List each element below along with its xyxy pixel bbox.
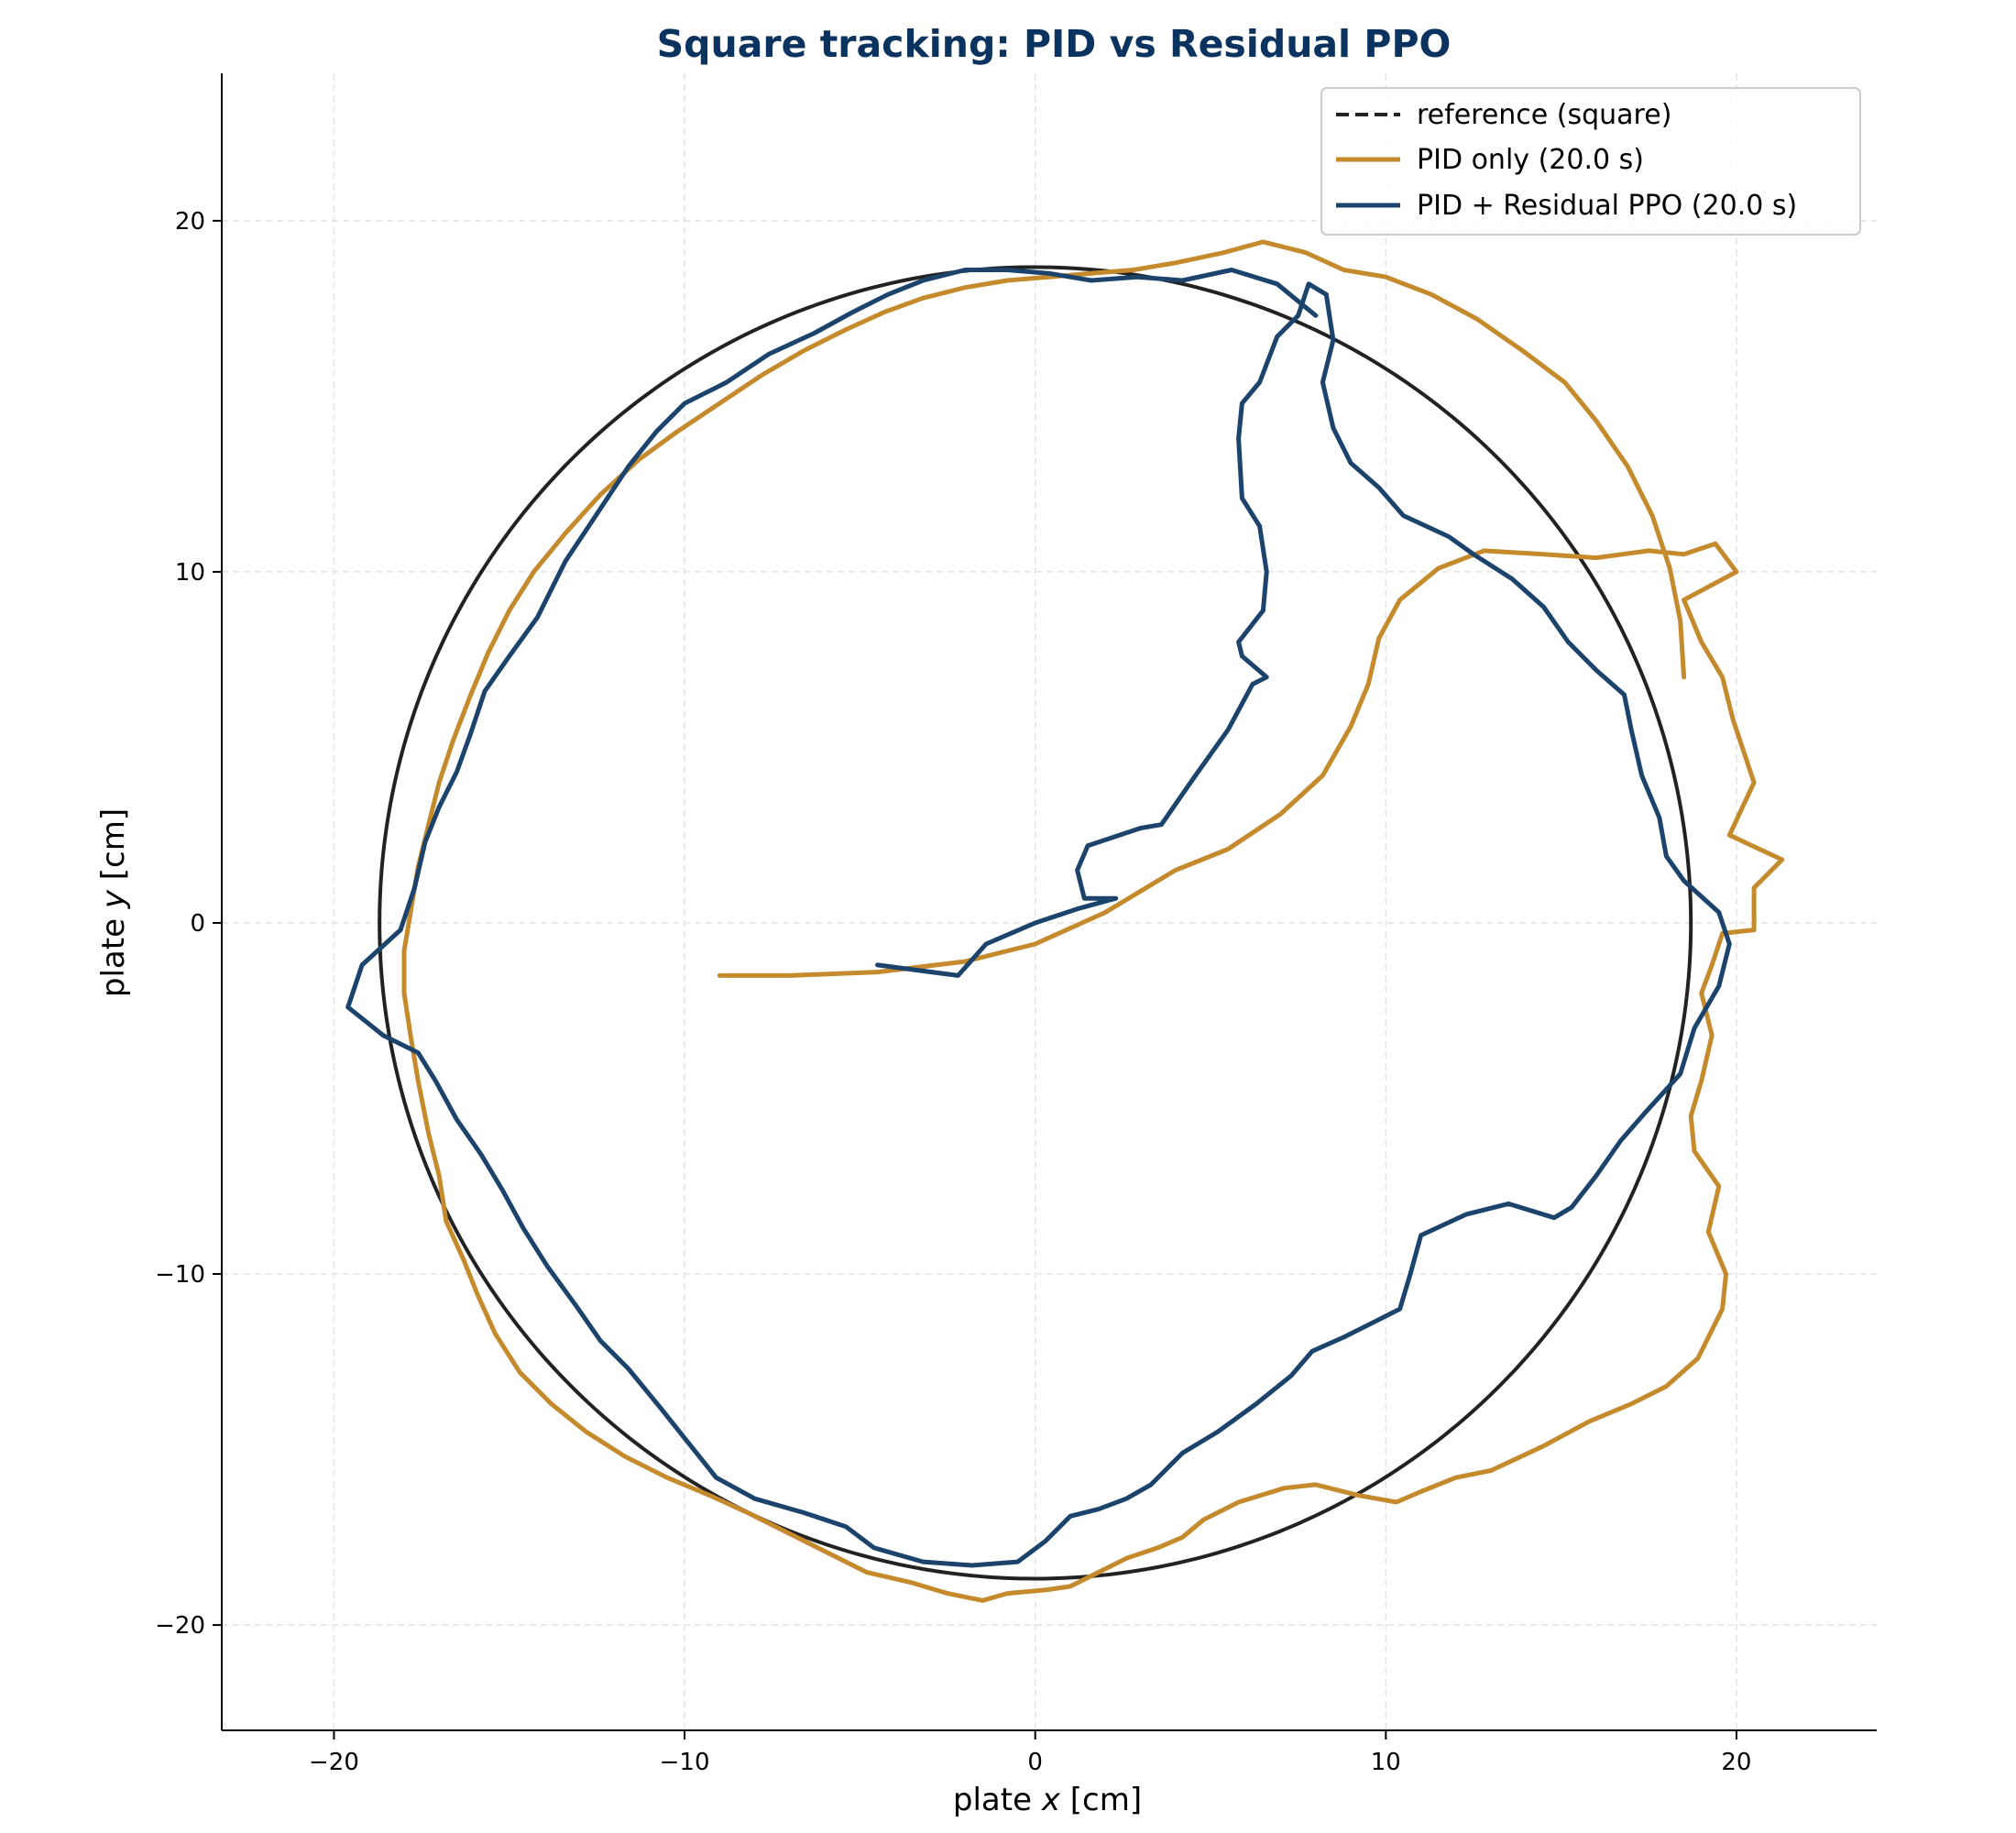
x-tick-label-2: 0 — [1027, 1749, 1043, 1776]
y-tick-label-3: 10 — [175, 559, 205, 587]
legend-frame — [1320, 87, 1861, 236]
y-axis-label: plate y [cm] — [95, 808, 132, 997]
legend-ppo-label: PID + Residual PPO (20.0 s) — [1417, 190, 1797, 222]
y-tick-label-4: 20 — [175, 208, 205, 236]
legend-pid-label: PID only (20.0 s) — [1417, 144, 1644, 176]
y-tick-label-2: 0 — [190, 910, 205, 938]
y-tick-label-1: −10 — [155, 1261, 205, 1289]
y-tick-label-0: −20 — [155, 1612, 205, 1640]
legend: reference (square) PID only (20.0 s) PID… — [1320, 87, 1861, 236]
pid-only-line — [401, 239, 1785, 1603]
y-ticks: −20 −10 0 10 20 — [155, 208, 222, 1640]
x-tick-label-3: 10 — [1371, 1749, 1401, 1776]
x-tick-label-4: 20 — [1721, 1749, 1751, 1776]
x-tick-label-1: −10 — [660, 1749, 710, 1776]
plot-area — [345, 239, 1785, 1603]
grid — [222, 73, 1877, 1730]
x-tick-label-0: −20 — [309, 1749, 359, 1776]
axes — [221, 73, 1877, 1731]
reference-square-line — [378, 265, 1693, 1581]
x-axis-label: plate x [cm] — [953, 1782, 1142, 1818]
x-ticks: −20 −10 0 10 20 — [309, 1730, 1751, 1776]
chart-title: Square tracking: PID vs Residual PPO — [657, 22, 1452, 66]
pid-residual-ppo-line — [345, 268, 1732, 1568]
legend-reference-label: reference (square) — [1417, 99, 1671, 131]
